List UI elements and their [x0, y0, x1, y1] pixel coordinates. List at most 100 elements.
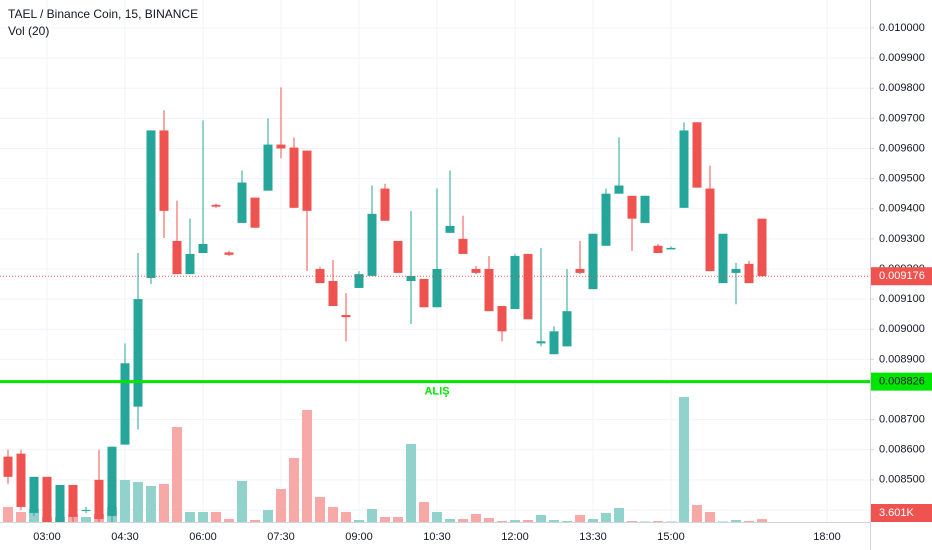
candle-body	[588, 233, 598, 290]
candle-body	[315, 268, 325, 284]
candle-body	[497, 306, 507, 332]
candle-body	[549, 331, 559, 355]
volume-bar	[120, 480, 130, 522]
y-tick-label: 0.009900	[879, 52, 925, 64]
candle-body	[406, 275, 416, 282]
volume-bar	[549, 520, 559, 522]
volume-bar	[640, 521, 650, 522]
annotation-value: 0.008826	[879, 376, 925, 388]
candle-body	[627, 195, 637, 219]
candle-body	[640, 195, 650, 223]
candle-body	[94, 479, 104, 519]
candle-body	[81, 509, 91, 511]
candle-body	[575, 268, 585, 273]
volume-bar	[705, 512, 715, 522]
candle-body	[458, 238, 468, 254]
candle-body	[653, 245, 663, 254]
volume-bar	[159, 484, 169, 522]
y-tick-label: 0.008500	[879, 474, 925, 486]
volume-bar	[471, 514, 481, 522]
candle-body	[679, 130, 689, 208]
candle-body	[276, 144, 286, 149]
volume-bar	[198, 512, 208, 522]
volume-bar	[16, 512, 26, 522]
candle-body	[393, 240, 403, 273]
candle-body	[120, 363, 130, 445]
volume-bar	[718, 521, 728, 522]
y-tick-label: 0.009400	[879, 203, 925, 215]
volume-bar	[627, 521, 637, 522]
volume-bar	[419, 502, 429, 522]
candle-body	[562, 311, 572, 347]
candle-body	[731, 268, 741, 273]
volume-bar	[653, 521, 663, 522]
x-tick-label: 10:30	[423, 531, 451, 543]
candle-body	[744, 263, 754, 284]
volume-bar	[757, 519, 767, 522]
volume-bar	[536, 515, 546, 522]
y-tick-label: 0.009800	[879, 82, 925, 94]
y-tick-label: 0.010000	[879, 22, 925, 34]
annotation-tag	[871, 372, 932, 391]
candle-body	[757, 218, 767, 277]
y-tick-label: 0.008600	[879, 444, 925, 456]
y-tick-label: 0.009300	[879, 233, 925, 245]
volume-bar	[614, 508, 624, 522]
candle-body	[705, 188, 715, 272]
volume-bar	[315, 497, 325, 522]
candle-body	[666, 247, 676, 250]
candle-body	[133, 299, 143, 407]
volume-bar	[445, 519, 455, 522]
volume-bar	[81, 517, 91, 522]
candle-body	[42, 476, 52, 522]
candle-body	[224, 252, 234, 255]
x-tick-label: 09:00	[345, 531, 373, 543]
candle-body	[419, 278, 429, 308]
volume-tag-label: 3.601K	[879, 507, 915, 519]
volume-bar	[185, 512, 195, 522]
volume-bar	[497, 521, 507, 522]
volume-bar	[432, 512, 442, 522]
candle-layer	[3, 87, 767, 522]
volume-bar	[250, 520, 260, 522]
volume-bar	[211, 512, 221, 522]
y-tick-label: 0.009100	[879, 293, 925, 305]
candle-body	[523, 253, 533, 320]
candle-body	[718, 233, 728, 284]
candle-body	[354, 274, 364, 288]
candle-body	[250, 197, 260, 228]
chart-title: TAEL / Binance Coin, 15, BINANCE	[8, 7, 198, 21]
volume-bar	[731, 520, 741, 522]
last-price-tag	[871, 267, 932, 286]
candle-body	[3, 456, 13, 477]
volume-bar	[367, 509, 377, 522]
candle-body	[198, 243, 208, 254]
volume-bar	[523, 520, 533, 522]
candle-body	[536, 341, 546, 344]
volume-bar	[341, 512, 351, 522]
grid	[0, 0, 870, 522]
volume-bar	[601, 513, 611, 522]
x-tick-label: 15:00	[657, 531, 685, 543]
candle-body	[328, 281, 338, 307]
candle-body	[159, 130, 169, 211]
axis-layer: 0.010000 0.009900 0.009800 0.009700 0.009600…	[33, 22, 932, 543]
y-tick-label: 0.009600	[879, 142, 925, 154]
volume-bar	[458, 519, 468, 522]
annotation-label: ALIŞ	[424, 386, 449, 398]
volume-bar	[484, 518, 494, 522]
x-tick-label: 06:00	[189, 531, 217, 543]
y-tick-label: 0.009500	[879, 173, 925, 185]
volume-bar	[328, 507, 338, 522]
candle-body	[289, 147, 299, 208]
candle-body	[211, 204, 221, 207]
candle-body	[341, 315, 351, 318]
volume-bar	[380, 517, 390, 522]
candle-body	[29, 476, 39, 513]
volume-bar	[562, 521, 572, 522]
candle-body	[471, 268, 481, 273]
volume-bar	[302, 410, 312, 522]
last-price-label: 0.009176	[879, 270, 925, 282]
